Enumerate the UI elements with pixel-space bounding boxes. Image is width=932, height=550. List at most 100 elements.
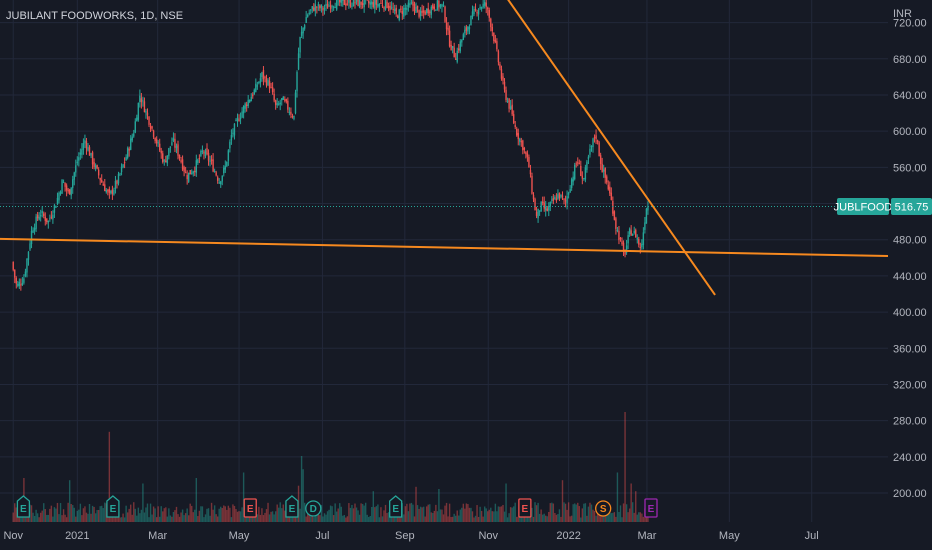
time-axis[interactable]: Nov 2021 Mar May Jul Sep Nov 2022 Mar May Jul xyxy=(0,522,932,550)
candle-body xyxy=(128,148,130,151)
candle-body xyxy=(116,180,118,184)
price-axis[interactable]: INR 720.00680.00640.00600.00560.00520.00… xyxy=(888,0,932,522)
y-tick-label: 560.00 xyxy=(893,162,927,174)
volume-bar xyxy=(624,412,626,522)
volume-bar xyxy=(30,505,33,522)
volume-bar xyxy=(517,516,519,522)
candle-body xyxy=(374,0,376,9)
trendlines[interactable] xyxy=(0,0,889,296)
candle-body xyxy=(166,155,169,164)
volume-bar xyxy=(97,509,100,522)
candle-body xyxy=(645,208,648,224)
candle-body xyxy=(540,201,542,212)
volume-bar xyxy=(27,513,30,522)
volume-bar xyxy=(548,511,550,522)
volume-bar xyxy=(621,517,623,522)
volume-bar xyxy=(232,504,234,522)
event-shape xyxy=(305,500,322,517)
volume-bar xyxy=(300,456,303,522)
candlestick-series xyxy=(12,0,649,291)
volume-bar xyxy=(111,514,114,522)
x-tick-label: Sep xyxy=(395,530,415,542)
candle-body xyxy=(220,181,222,185)
candle-body xyxy=(496,41,498,50)
candle-body xyxy=(213,171,216,173)
candle-body xyxy=(543,202,545,209)
volume-bar xyxy=(592,509,594,522)
volume-bar xyxy=(512,506,515,522)
volume-bar xyxy=(155,517,158,522)
candle-body xyxy=(352,0,355,7)
volume-bar xyxy=(538,513,541,522)
candle-body xyxy=(235,119,237,122)
volume-bar xyxy=(377,504,379,522)
candle-body xyxy=(422,10,425,13)
candle-body xyxy=(136,117,138,122)
candle-body xyxy=(230,135,233,141)
volume-bar xyxy=(218,508,220,522)
volume-bar xyxy=(516,516,518,522)
x-tick-label: Nov xyxy=(3,530,23,542)
candle-body xyxy=(502,76,504,81)
volume-bar xyxy=(534,502,536,522)
volume-bar xyxy=(491,511,494,522)
volume-bar xyxy=(178,516,181,522)
candle-body xyxy=(404,7,407,10)
volume-bar xyxy=(482,516,484,522)
candle-body xyxy=(206,148,208,154)
candle-body xyxy=(325,3,327,7)
volume-bar xyxy=(157,506,159,522)
event-label: E xyxy=(392,504,399,515)
volume-bar xyxy=(213,505,216,522)
candle-body xyxy=(346,3,349,5)
candle-body xyxy=(546,208,548,211)
volume-bar xyxy=(618,511,620,522)
volume-bar xyxy=(68,480,71,522)
candle-body xyxy=(187,172,190,182)
volume-bar xyxy=(360,503,362,522)
candle-body xyxy=(299,36,301,53)
candle-body xyxy=(416,5,419,9)
volume-bar xyxy=(569,516,571,522)
volume-bar xyxy=(229,507,231,522)
candle-body xyxy=(581,175,584,179)
volume-bar xyxy=(471,511,474,522)
event-marker-e: E xyxy=(243,498,257,518)
candle-body xyxy=(114,180,117,190)
candle-body xyxy=(630,230,632,236)
volume-bar xyxy=(90,513,92,522)
candle-body xyxy=(358,0,361,8)
volume-bar xyxy=(206,508,208,522)
volume-bar xyxy=(636,514,638,522)
candle-body xyxy=(342,0,344,1)
volume-bar xyxy=(470,507,472,522)
candle-body xyxy=(622,242,625,252)
candle-body xyxy=(203,151,205,154)
candle-body xyxy=(525,151,527,155)
candle-body xyxy=(470,15,472,26)
candle-body xyxy=(249,100,251,102)
candle-body xyxy=(456,50,458,62)
volume-bar xyxy=(259,514,262,522)
price-axis-background xyxy=(888,0,932,522)
candle-body xyxy=(328,5,330,7)
volume-bar xyxy=(500,506,503,522)
candle-body xyxy=(459,41,461,52)
event-shape xyxy=(285,495,299,518)
volume-bar xyxy=(642,516,645,522)
candle-body xyxy=(226,161,228,167)
volume-bar xyxy=(281,508,283,522)
candle-body xyxy=(58,193,60,201)
candle-body xyxy=(602,169,605,172)
candle-body xyxy=(232,132,234,134)
candle-body xyxy=(32,230,34,233)
x-tick-label: Mar xyxy=(637,530,656,542)
candle-body xyxy=(88,147,91,156)
volume-bar xyxy=(276,504,278,522)
candle-body xyxy=(122,164,124,168)
candle-body xyxy=(430,6,432,15)
candle-body xyxy=(628,228,631,234)
candle-body xyxy=(607,184,609,190)
